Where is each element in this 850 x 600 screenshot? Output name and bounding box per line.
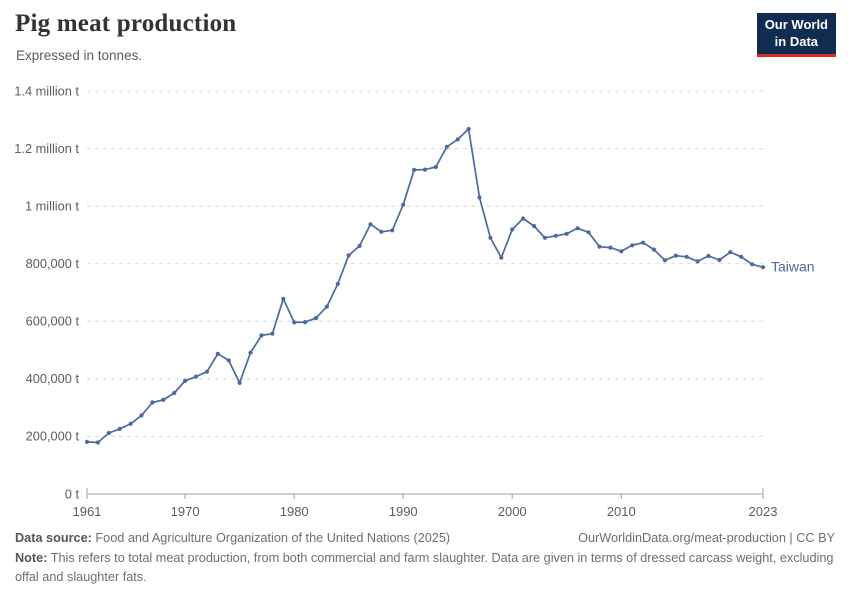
data-point[interactable]	[684, 254, 689, 259]
data-point[interactable]	[368, 222, 373, 227]
data-line[interactable]	[86, 128, 764, 444]
data-point[interactable]	[422, 167, 428, 172]
data-point[interactable]	[313, 316, 319, 321]
data-point[interactable]	[379, 229, 384, 234]
y-axis-tick-label: 200,000 t	[26, 429, 80, 444]
data-point[interactable]	[335, 281, 340, 286]
x-axis-tick-label: 2023	[749, 504, 778, 519]
data-point[interactable]	[84, 439, 90, 444]
data-point[interactable]	[444, 144, 449, 149]
data-point[interactable]	[292, 320, 297, 325]
y-axis-tick-label: 1.2 million t	[14, 141, 79, 156]
data-point[interactable]	[433, 164, 438, 170]
data-point[interactable]	[586, 230, 591, 235]
data-point[interactable]	[597, 244, 602, 249]
data-point[interactable]	[542, 235, 548, 240]
data-point[interactable]	[575, 226, 580, 231]
data-point[interactable]	[204, 369, 209, 374]
license-link[interactable]: OurWorldinData.org/meat-production | CC …	[578, 531, 835, 545]
data-source-text: Food and Agriculture Organization of the…	[91, 531, 451, 545]
data-point[interactable]	[215, 351, 220, 356]
note-text: This refers to total meat production, fr…	[15, 551, 834, 584]
x-axis-tick-label: 1980	[280, 504, 309, 519]
data-point[interactable]	[651, 247, 657, 252]
data-point[interactable]	[346, 253, 351, 258]
y-axis-tick-label: 400,000 t	[26, 371, 80, 386]
data-point[interactable]	[237, 380, 242, 385]
y-axis-tick-label: 1.4 million t	[14, 83, 79, 98]
data-point[interactable]	[259, 333, 264, 338]
data-point[interactable]	[248, 350, 253, 355]
data-point[interactable]	[521, 216, 526, 221]
data-point[interactable]	[706, 253, 711, 258]
data-source-label: Data source:	[15, 531, 92, 545]
data-point[interactable]	[662, 258, 668, 263]
data-point[interactable]	[630, 243, 635, 248]
data-point[interactable]	[412, 167, 417, 172]
chart-footer: Data source: Food and Agriculture Organi…	[15, 529, 835, 586]
data-point[interactable]	[303, 320, 308, 325]
x-axis-tick-label: 2000	[498, 504, 527, 519]
data-point[interactable]	[128, 421, 133, 426]
chart-subtitle: Expressed in tonnes.	[16, 48, 143, 63]
data-point[interactable]	[172, 390, 177, 396]
x-axis-tick-label: 2010	[607, 504, 636, 519]
data-point[interactable]	[466, 126, 471, 132]
data-point[interactable]	[750, 262, 755, 267]
data-point[interactable]	[106, 430, 111, 436]
data-point[interactable]	[619, 249, 624, 254]
data-point[interactable]	[477, 195, 482, 200]
data-point[interactable]	[390, 228, 395, 233]
x-axis-tick-label: 1990	[389, 504, 418, 519]
data-point[interactable]	[695, 259, 700, 264]
data-point[interactable]	[324, 304, 329, 309]
data-point[interactable]	[117, 426, 122, 431]
data-point[interactable]	[183, 378, 188, 383]
data-point[interactable]	[161, 397, 166, 402]
series-label-taiwan[interactable]: Taiwan	[771, 259, 815, 275]
data-point[interactable]	[150, 400, 155, 405]
y-axis-tick-label: 800,000 t	[26, 256, 80, 271]
page-title: Pig meat production	[15, 10, 237, 37]
data-point[interactable]	[193, 374, 199, 379]
data-point[interactable]	[510, 227, 515, 232]
data-point[interactable]	[357, 243, 362, 248]
data-source-line: Data source: Food and Agriculture Organi…	[15, 529, 450, 547]
data-point[interactable]	[641, 240, 646, 245]
data-point[interactable]	[270, 331, 275, 336]
owid-logo-line2: in Data	[774, 33, 819, 49]
data-point[interactable]	[139, 413, 144, 418]
data-point[interactable]	[499, 255, 504, 260]
x-axis-tick-label: 1970	[171, 504, 200, 519]
data-point[interactable]	[488, 235, 493, 240]
data-point[interactable]	[95, 440, 100, 445]
data-point[interactable]	[760, 265, 766, 270]
data-point[interactable]	[531, 223, 537, 229]
note-label: Note:	[15, 551, 48, 566]
data-point[interactable]	[728, 250, 733, 255]
owid-logo-line1: Our World	[764, 17, 828, 32]
data-point[interactable]	[673, 253, 678, 258]
y-axis-tick-label: 600,000 t	[26, 314, 80, 329]
note-line: Note: This refers to total meat producti…	[15, 549, 835, 586]
owid-logo[interactable]: Our World in Data	[756, 13, 836, 57]
data-point[interactable]	[564, 231, 569, 236]
data-point[interactable]	[608, 245, 613, 250]
y-axis-tick-label: 1 million t	[25, 198, 79, 213]
x-axis-tick-label: 1961	[73, 504, 102, 519]
data-point[interactable]	[226, 358, 231, 363]
data-point[interactable]	[401, 202, 406, 207]
data-point[interactable]	[717, 257, 722, 263]
data-point[interactable]	[739, 254, 744, 259]
data-point[interactable]	[553, 233, 558, 238]
data-point[interactable]	[455, 137, 460, 142]
y-axis-tick-label: 0 t	[65, 486, 80, 501]
data-point[interactable]	[281, 296, 286, 301]
